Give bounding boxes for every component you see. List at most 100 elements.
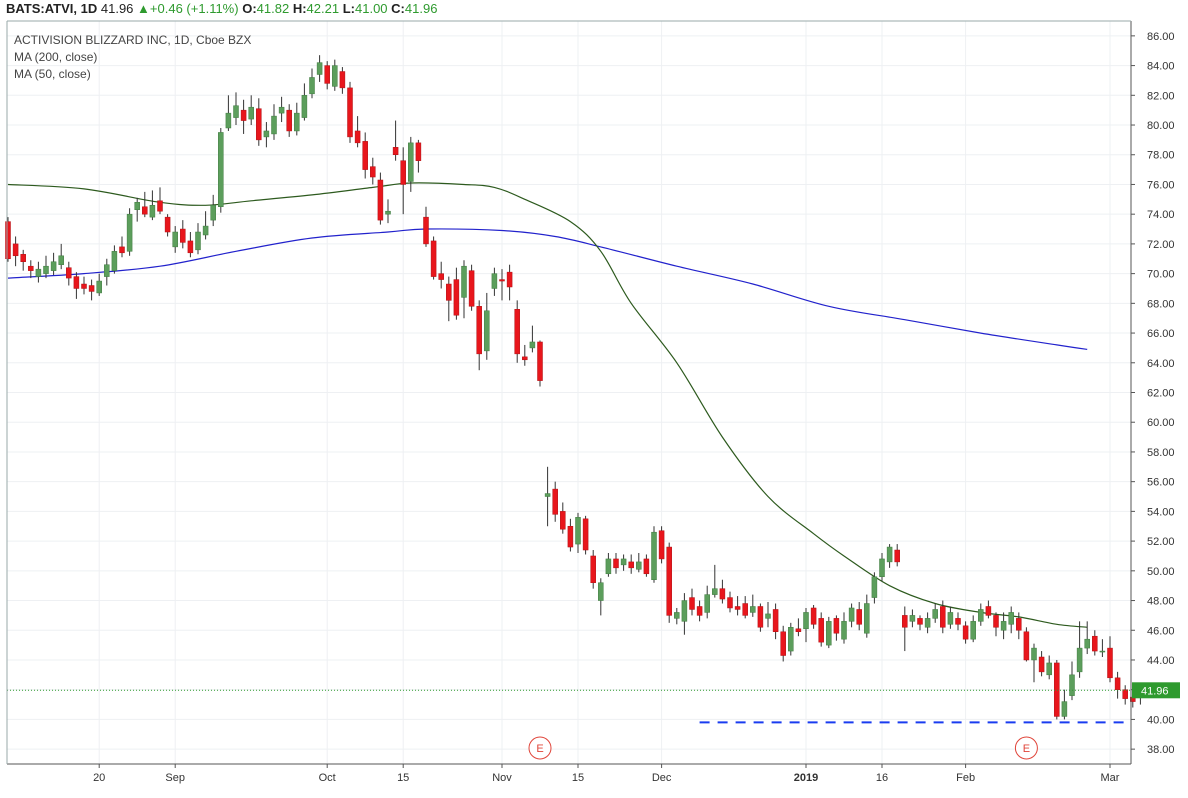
candle[interactable] <box>696 600 703 622</box>
candle[interactable] <box>142 191 148 218</box>
candle[interactable] <box>1122 685 1128 705</box>
candle[interactable] <box>674 607 680 625</box>
candle[interactable] <box>544 466 551 527</box>
candle[interactable] <box>567 518 574 552</box>
candle[interactable] <box>385 199 391 224</box>
candle[interactable] <box>423 206 429 247</box>
candle[interactable] <box>81 276 87 295</box>
candle[interactable] <box>590 550 596 589</box>
candle[interactable] <box>529 325 536 353</box>
candle[interactable] <box>552 481 558 522</box>
candle[interactable] <box>1000 612 1007 640</box>
time-axis[interactable]: 20 Sep Oct 15 Nov 15 Dec 2019 16 Feb Mar <box>93 764 1120 784</box>
candle[interactable] <box>826 616 832 649</box>
candle[interactable] <box>506 264 513 301</box>
candle[interactable] <box>400 147 406 215</box>
candle[interactable] <box>1092 630 1098 656</box>
candle[interactable] <box>453 267 460 320</box>
candle[interactable] <box>932 603 938 623</box>
candle[interactable] <box>392 120 399 161</box>
candle[interactable] <box>461 260 467 319</box>
candle[interactable] <box>1076 621 1083 678</box>
candle[interactable] <box>233 92 239 126</box>
candle[interactable] <box>446 276 452 322</box>
candle[interactable] <box>978 603 984 626</box>
candle[interactable] <box>499 269 505 301</box>
candle[interactable] <box>833 615 840 641</box>
candle[interactable] <box>309 68 315 99</box>
candle[interactable] <box>240 99 247 134</box>
candle[interactable] <box>727 591 733 613</box>
candle[interactable] <box>628 554 634 574</box>
candle[interactable] <box>484 292 490 360</box>
candle[interactable] <box>438 261 444 289</box>
candle[interactable] <box>947 606 954 629</box>
candle[interactable] <box>970 615 976 643</box>
candle[interactable] <box>575 512 581 553</box>
candle[interactable] <box>818 612 824 647</box>
candle[interactable] <box>681 593 688 635</box>
candle[interactable] <box>96 273 102 296</box>
earnings-event-icon[interactable]: E <box>528 736 552 760</box>
candle[interactable] <box>924 612 931 634</box>
candle[interactable] <box>803 607 809 643</box>
candle[interactable] <box>294 102 300 136</box>
candle[interactable] <box>35 261 42 283</box>
candle[interactable] <box>12 236 19 267</box>
candle[interactable] <box>256 98 262 146</box>
candle[interactable] <box>126 208 133 256</box>
candle[interactable] <box>1084 621 1090 655</box>
candle[interactable] <box>1038 651 1045 677</box>
candle[interactable] <box>1046 655 1052 680</box>
candle[interactable] <box>909 609 916 628</box>
candle[interactable] <box>202 211 209 240</box>
candle[interactable] <box>339 67 346 94</box>
candle[interactable] <box>468 264 475 311</box>
candle[interactable] <box>537 340 543 387</box>
candle[interactable] <box>50 252 57 276</box>
candle[interactable] <box>248 95 254 126</box>
candle[interactable] <box>636 552 642 573</box>
candle[interactable] <box>1031 643 1037 683</box>
candle[interactable] <box>841 612 847 644</box>
candle[interactable] <box>1008 606 1014 634</box>
candle[interactable] <box>620 554 627 571</box>
candle[interactable] <box>750 594 756 617</box>
candle[interactable] <box>1107 636 1113 683</box>
candle[interactable] <box>88 279 95 301</box>
candle[interactable] <box>985 600 992 619</box>
candle[interactable] <box>1023 627 1030 662</box>
candle[interactable] <box>772 603 779 640</box>
candle[interactable] <box>225 95 232 131</box>
candle[interactable] <box>66 261 72 286</box>
candle[interactable] <box>377 172 384 225</box>
candle[interactable] <box>210 194 216 227</box>
candle[interactable] <box>712 564 718 598</box>
candle[interactable] <box>902 606 908 652</box>
candle[interactable] <box>879 552 885 582</box>
candle[interactable] <box>347 81 353 143</box>
candle[interactable] <box>172 226 178 253</box>
candle[interactable] <box>324 61 330 90</box>
candle[interactable] <box>522 344 528 366</box>
candle[interactable] <box>765 602 771 628</box>
candle[interactable] <box>757 603 764 632</box>
candle[interactable] <box>560 502 566 534</box>
candle[interactable] <box>58 243 64 270</box>
candle[interactable] <box>598 578 604 616</box>
candle[interactable] <box>734 596 741 616</box>
candle[interactable] <box>780 625 786 662</box>
candle[interactable] <box>795 618 802 637</box>
candle[interactable] <box>286 104 292 137</box>
candle[interactable] <box>20 249 26 271</box>
candle[interactable] <box>476 300 482 371</box>
candle[interactable] <box>514 300 520 363</box>
candle[interactable] <box>491 267 498 296</box>
candle[interactable] <box>894 544 900 567</box>
candle[interactable] <box>111 245 118 274</box>
candle[interactable] <box>864 594 870 638</box>
candle[interactable] <box>316 55 323 82</box>
price-axis[interactable]: 38.0040.0042.0044.0046.0048.0050.0052.00… <box>1131 31 1180 756</box>
candle[interactable] <box>856 602 862 631</box>
